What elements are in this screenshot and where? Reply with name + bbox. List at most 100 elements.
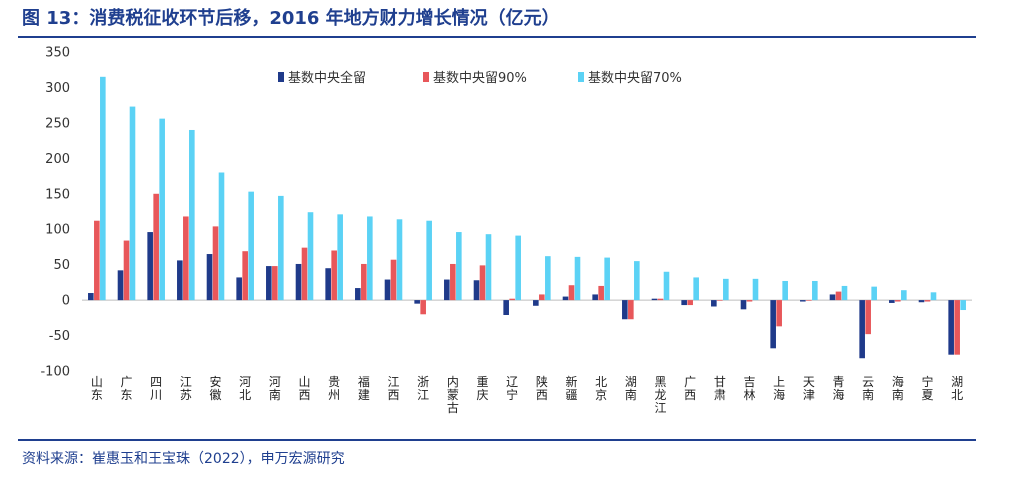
x-category-label: 陕西 — [536, 374, 548, 402]
legend-swatch-2 — [423, 72, 429, 82]
bar-重庆-1 — [473, 280, 480, 301]
bar-宁夏-1 — [918, 300, 925, 303]
bar-山东-2 — [94, 220, 100, 301]
y-tick-label: 100 — [45, 223, 70, 238]
bar-广东-1 — [117, 270, 124, 301]
bar-福建-3 — [367, 216, 373, 301]
bar-贵州-1 — [325, 268, 331, 301]
bar-青海-2 — [835, 291, 842, 301]
bar-天津-3 — [812, 280, 818, 301]
y-tick-label: 250 — [45, 116, 70, 131]
bar-山东-3 — [100, 76, 106, 301]
bars — [88, 76, 966, 359]
x-category-label: 内蒙古 — [447, 375, 459, 415]
bar-吉林-3 — [752, 278, 759, 301]
bar-陕西-3 — [545, 256, 551, 301]
bar-广西-1 — [681, 300, 687, 306]
x-category-label: 浙江 — [417, 375, 429, 402]
bar-四川-1 — [147, 232, 153, 301]
bar-吉林-1 — [740, 300, 747, 310]
bar-上海-2 — [776, 300, 782, 327]
chart-title: 图 13：消费税征收环节后移，2016 年地方财力增长情况（亿元） — [22, 8, 560, 29]
y-tick-label: -50 — [49, 329, 70, 344]
bar-四川-3 — [159, 118, 165, 301]
x-category-label: 安徽 — [209, 374, 221, 402]
x-category-label: 甘肃 — [714, 375, 726, 402]
bar-陕西-2 — [539, 294, 545, 301]
bar-北京-1 — [592, 294, 598, 301]
bar-安徽-1 — [206, 254, 213, 301]
bar-河北-3 — [248, 191, 254, 301]
x-category-label: 新疆 — [565, 374, 577, 402]
bar-河北-2 — [242, 251, 248, 301]
x-category-label: 海南 — [892, 374, 904, 402]
bar-福建-1 — [355, 288, 361, 301]
bar-湖南-1 — [622, 300, 628, 320]
x-category-label: 山西 — [298, 375, 310, 402]
bar-贵州-3 — [337, 214, 343, 301]
x-category-label: 北京 — [595, 375, 607, 402]
bar-安徽-2 — [212, 226, 219, 301]
source-rule — [18, 439, 976, 441]
bar-甘肃-3 — [723, 278, 729, 301]
bar-湖南-3 — [634, 261, 640, 301]
x-category-label: 福建 — [358, 374, 370, 402]
bar-浙江-3 — [426, 220, 432, 301]
x-category-label: 江苏 — [180, 375, 192, 402]
bar-广东-2 — [123, 240, 130, 301]
y-tick-label: 200 — [45, 152, 70, 167]
bar-江西-3 — [396, 219, 403, 301]
bar-河南-3 — [278, 195, 284, 301]
bar-海南-1 — [889, 300, 895, 303]
bar-江西-2 — [390, 259, 397, 301]
bar-黑龙江-3 — [663, 271, 670, 301]
bar-湖北-1 — [948, 300, 954, 355]
bar-四川-2 — [153, 193, 159, 301]
bar-辽宁-1 — [503, 300, 509, 315]
bar-江西-1 — [384, 279, 391, 301]
title-rule — [18, 36, 976, 38]
bar-湖南-2 — [628, 300, 634, 320]
y-tick-label: 350 — [45, 46, 70, 61]
y-tick-label: -100 — [40, 365, 70, 380]
bar-内蒙古-3 — [456, 232, 462, 301]
y-tick-label: 0 — [62, 294, 70, 309]
x-category-label: 河南 — [269, 375, 281, 402]
bar-吉林-2 — [746, 300, 753, 302]
legend: 基数中央全留 基数中央留90% 基数中央留70% — [278, 70, 682, 86]
bar-湖北-2 — [954, 300, 960, 355]
y-tick-label: 150 — [45, 187, 70, 202]
x-category-label: 云南 — [862, 375, 874, 402]
bar-黑龙江-2 — [657, 298, 664, 301]
bar-山东-1 — [88, 293, 94, 301]
legend-label-1: 基数中央全留 — [288, 70, 366, 86]
x-category-label: 重庆 — [476, 375, 488, 402]
bar-海南-2 — [895, 300, 901, 302]
x-category-label: 广东 — [120, 375, 132, 402]
bar-广西-2 — [687, 300, 693, 306]
legend-label-2: 基数中央留90% — [433, 71, 527, 86]
x-category-label: 贵州 — [328, 375, 340, 402]
bar-宁夏-2 — [924, 300, 931, 302]
bar-上海-1 — [770, 300, 776, 349]
bar-江苏-2 — [183, 216, 189, 301]
bar-新疆-3 — [574, 256, 581, 301]
bar-新疆-2 — [568, 285, 575, 301]
bar-辽宁-2 — [509, 298, 515, 301]
y-axis: -100 -50 0 50 100 150 200 250 300 350 — [40, 46, 972, 380]
x-category-label: 湖北 — [951, 374, 963, 402]
bar-云南-2 — [865, 300, 871, 335]
bar-天津-2 — [806, 300, 812, 301]
x-category-label: 吉林 — [743, 375, 755, 402]
bar-江苏-3 — [189, 129, 195, 301]
bar-山西-3 — [307, 212, 314, 301]
x-category-label: 宁夏 — [921, 374, 933, 402]
bar-广西-3 — [693, 277, 699, 301]
y-tick-label: 50 — [53, 258, 70, 273]
bar-安徽-3 — [218, 172, 225, 301]
bar-河南-2 — [272, 266, 278, 301]
bar-浙江-2 — [420, 300, 426, 315]
bar-贵州-2 — [331, 250, 337, 301]
